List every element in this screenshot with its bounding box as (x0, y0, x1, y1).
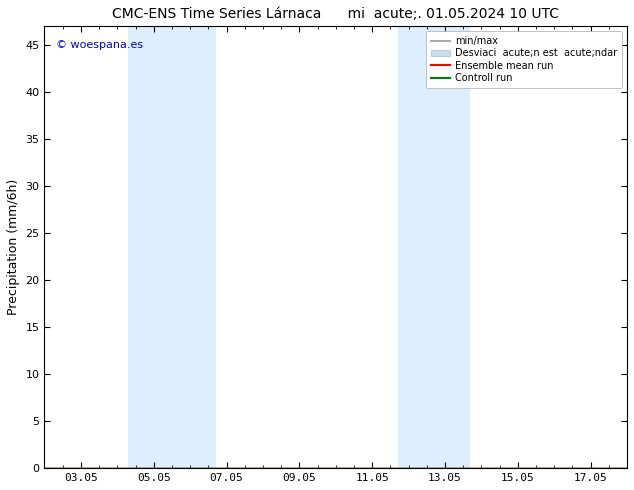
Y-axis label: Precipitation (mm/6h): Precipitation (mm/6h) (7, 179, 20, 316)
Legend: min/max, Desviaci  acute;n est  acute;ndar, Ensemble mean run, Controll run: min/max, Desviaci acute;n est acute;ndar… (426, 31, 622, 88)
Bar (128, 26, 216, 468)
Title: CMC-ENS Time Series Lárnaca      mi  acute;. 01.05.2024 10 UTC: CMC-ENS Time Series Lárnaca mi acute;. 0… (112, 7, 559, 21)
Bar (398, 26, 470, 468)
Text: © woespana.es: © woespana.es (56, 40, 143, 49)
